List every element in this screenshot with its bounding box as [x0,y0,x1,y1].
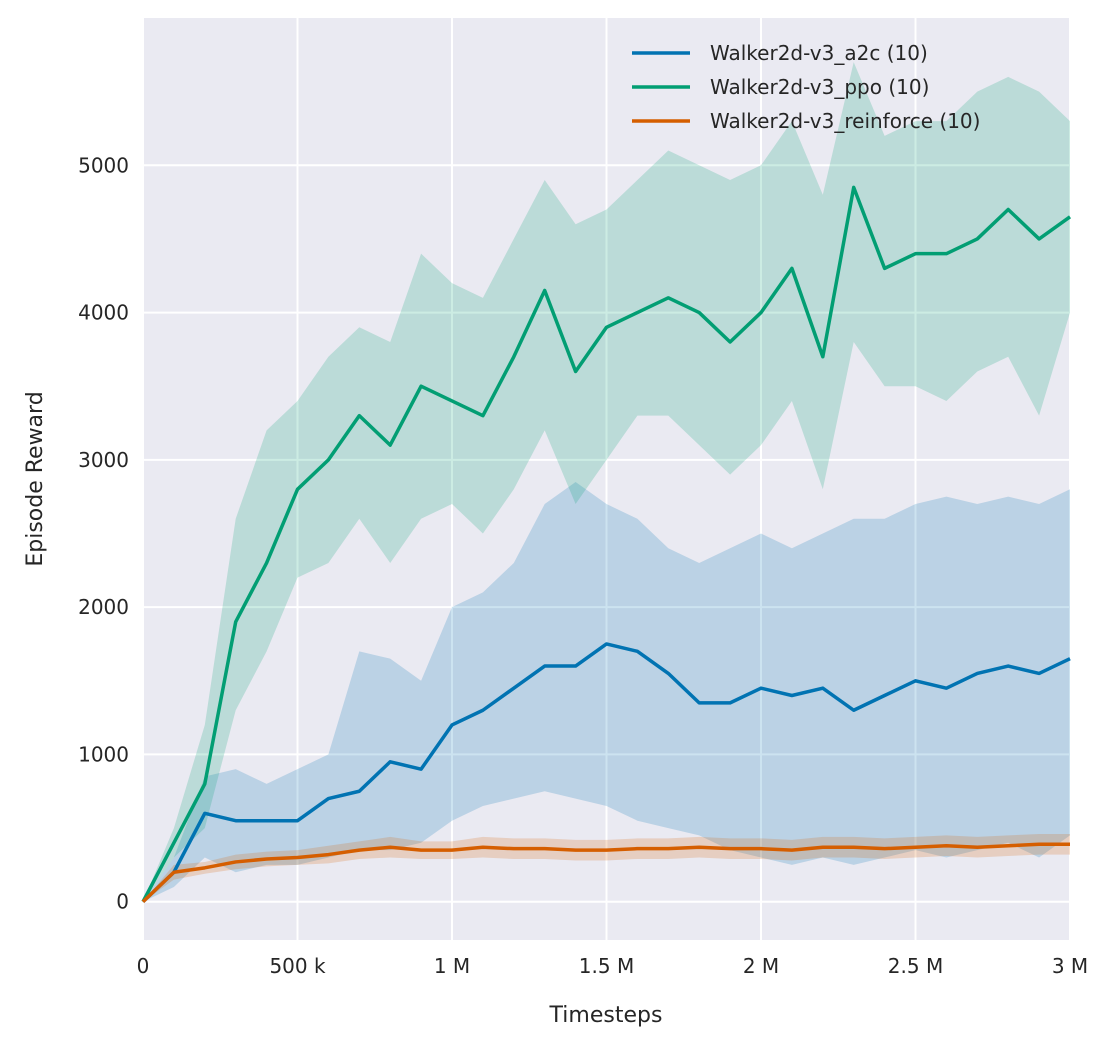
grid [142,18,1071,940]
y-tick-label: 5000 [78,153,129,177]
x-tick-label: 2.5 M [888,954,943,978]
y-tick-label: 4000 [78,301,129,325]
y-axis-label: Episode Reward [23,391,48,566]
legend-label: Walker2d-v3_ppo (10) [710,75,929,99]
series-line [141,842,1070,903]
y-tick-label: 2000 [78,595,129,619]
y-tick-label: 0 [116,890,129,914]
x-tick-label: 2 M [743,954,779,978]
y-tick-label: 1000 [78,742,129,766]
x-axis-label: Timesteps [549,1003,663,1028]
x-tick-label: 1 M [434,954,470,978]
tick-labels: 0 500 k 1 M 1.5 M 2 M 2.5 M 3 M 0 1000 2000 3000 40… [78,153,1088,978]
x-tick-label: 500 k [269,954,326,978]
y-tick-label: 3000 [78,448,129,472]
legend-label: Walker2d-v3_a2c (10) [710,41,928,65]
x-tick-label: 1.5 M [579,954,634,978]
confidence-band [143,481,1070,902]
series-line [141,185,1072,903]
x-tick-label: 0 [137,954,150,978]
x-tick-label: 3 M [1052,954,1088,978]
series-line [141,642,1071,903]
series-lines [141,185,1072,903]
legend-label: Walker2d-v3_reinforce (10) [710,109,980,133]
legend: Walker2d-v3_a2c (10) Walker2d-v3_ppo (10)… [632,41,980,133]
confidence-band [143,833,1070,902]
